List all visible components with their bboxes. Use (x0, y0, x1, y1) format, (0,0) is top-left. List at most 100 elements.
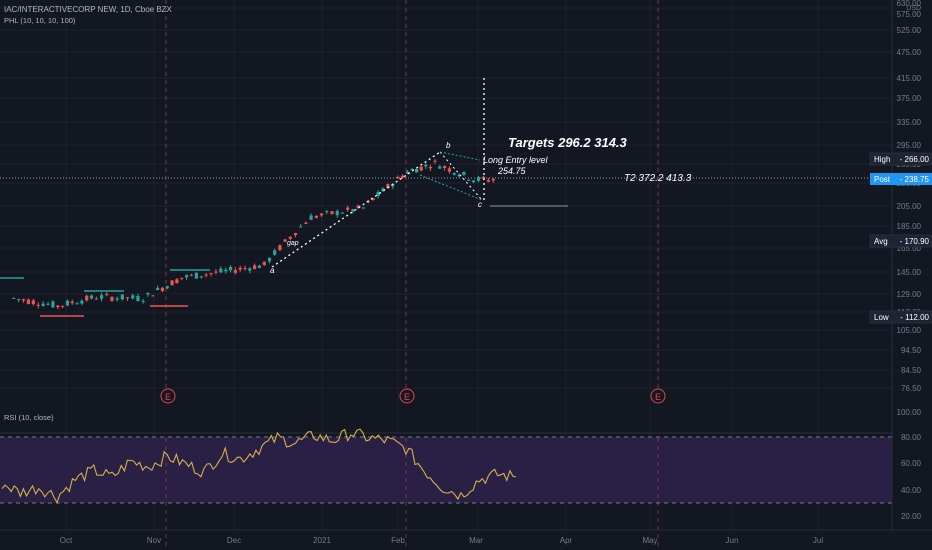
candle-body (120, 294, 124, 300)
price-tick-label: 575.00 (897, 10, 922, 19)
candle-body (36, 304, 40, 306)
candle-body (165, 286, 169, 289)
candle-body (115, 298, 119, 300)
price-tick-label: 185.00 (897, 222, 922, 231)
candle-body (65, 300, 70, 306)
candle-body (199, 276, 203, 278)
gap-label: gap (287, 240, 299, 247)
price-tick-label: 105.00 (897, 326, 922, 335)
price-tick-label: 525.00 (897, 26, 922, 35)
badge-value: - 170.90 (900, 237, 930, 246)
candle-body (481, 176, 486, 179)
candle-body (105, 294, 109, 296)
price-tick-label: 76.50 (901, 384, 922, 393)
earnings-marker-label: E (404, 392, 410, 402)
candle-body (262, 261, 266, 265)
earnings-marker[interactable]: E (160, 388, 176, 404)
candle-body (41, 303, 45, 307)
candle-body (335, 210, 339, 216)
point-b-label: b (446, 141, 451, 150)
candle-body (94, 298, 98, 300)
time-tick-label: Jul (813, 536, 823, 545)
price-tick-label: 630.00 (897, 0, 922, 8)
candle-body (17, 299, 21, 301)
candle-body (85, 295, 89, 301)
earnings-marker-label: E (165, 392, 171, 402)
earnings-marker-label: E (655, 392, 661, 402)
rsi-tick-label: 60.00 (901, 459, 922, 468)
candle-body (325, 211, 329, 213)
candle-body (309, 215, 313, 220)
candle-body (238, 267, 242, 270)
candle-body (288, 237, 292, 239)
candle-body (376, 192, 380, 197)
candle-body (160, 287, 165, 292)
price-tick-label: 415.00 (897, 74, 922, 83)
earnings-marker[interactable]: E (399, 388, 415, 404)
candle-body (21, 299, 26, 301)
price-tick-label: 375.00 (897, 94, 922, 103)
price-axis[interactable]: 630.00 575.00 525.00 475.00 415.00 375.00 335.… (897, 0, 922, 393)
candle-body (180, 277, 184, 279)
candle-body (75, 303, 79, 305)
rsi-axis[interactable]: 100.00 80.00 60.00 40.00 20.00 (897, 408, 922, 521)
candle-body (219, 268, 223, 273)
price-tick-label: 475.00 (897, 48, 922, 57)
rsi-line (1, 428, 517, 504)
candle-body (314, 215, 318, 218)
candle-body (136, 296, 140, 301)
candle-body (110, 296, 114, 301)
badge-label: Avg (874, 237, 888, 246)
candle-body (443, 166, 447, 169)
price-tick-label: 84.50 (901, 366, 922, 375)
candle-body (438, 166, 442, 169)
symbol-title: IAC/INTERACTIVECORP NEW, 1D, Cboe BZX (4, 5, 173, 14)
candle-body (381, 188, 385, 192)
candle-body (396, 176, 400, 179)
candle-body (243, 268, 247, 270)
candle-body (400, 175, 405, 178)
candle-body (125, 297, 130, 299)
candle-body (447, 168, 452, 172)
candle-body (283, 239, 287, 242)
entry-value-text: 254.75 (497, 166, 527, 176)
candle-body (452, 172, 456, 175)
time-tick-label: May (642, 536, 657, 545)
candle-body (141, 300, 145, 302)
candle-body (330, 211, 334, 215)
candle-body (361, 207, 366, 209)
targets-text: Targets 296.2 314.3 (508, 135, 628, 150)
candle-body (433, 160, 437, 162)
candle-body (386, 184, 390, 189)
candle-body (467, 179, 471, 181)
point-c-label: c (478, 200, 482, 209)
time-tick-label: Dec (227, 536, 241, 545)
candle-body (170, 280, 174, 286)
time-axis[interactable]: Oct Nov Dec 2021 Feb Mar Apr May Jun Jul (60, 536, 824, 545)
candle-body (253, 265, 257, 270)
candle-body (204, 274, 208, 276)
candle-body (233, 270, 237, 273)
time-tick-label: Apr (560, 536, 573, 545)
candle-body (457, 174, 461, 177)
price-tick-label: 94.50 (901, 346, 922, 355)
candle-body (184, 275, 189, 278)
pattern-line-bc (439, 151, 483, 201)
candle-body (371, 198, 375, 201)
candle-body (99, 295, 104, 299)
rsi-tick-label: 40.00 (901, 486, 922, 495)
price-badges: High - 266.00 Post - 238.75 Avg - 170.90 Low - … (869, 152, 932, 324)
earnings-marker[interactable]: E (650, 388, 666, 404)
time-tick-label: Nov (147, 536, 161, 545)
price-tick-label: 295.00 (897, 141, 922, 150)
candle-body (476, 177, 481, 181)
candle-body (46, 303, 50, 305)
candle-body (486, 180, 490, 182)
candle-body (12, 297, 16, 299)
time-tick-label: Jun (726, 536, 739, 545)
candle-body (224, 269, 228, 272)
candle-body (214, 271, 218, 273)
badge-value: - 266.00 (900, 155, 930, 164)
price-badge-post: Post - 238.75 (870, 173, 932, 185)
